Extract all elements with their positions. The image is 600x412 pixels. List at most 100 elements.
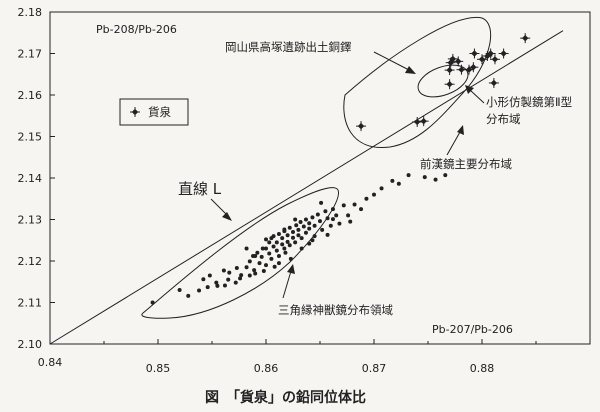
sankaku-point: [274, 240, 279, 245]
sankaku-point: [287, 225, 292, 230]
sankaku-arrowhead: [287, 264, 295, 274]
y-tick-label: 2.12: [18, 255, 43, 268]
kasen-point: [469, 48, 480, 59]
kasen-point: [489, 54, 500, 65]
sankaku-point: [282, 227, 287, 232]
sankaku-point: [238, 276, 243, 281]
kogata-label-1: 小形仿製鏡第Ⅱ型: [486, 95, 572, 109]
y-axis: 2.10 2.11 2.12 2.13 2.14 2.15 2.16 2.17 2.18: [18, 6, 55, 351]
sankaku-point: [257, 261, 262, 266]
sankaku-point: [379, 186, 384, 191]
kasen-point: [356, 121, 367, 132]
y-axis-label: Pb-208/Pb-206: [96, 23, 177, 36]
sankaku-point: [348, 219, 353, 224]
line-l-pointer: [210, 198, 229, 217]
okayama-arrowhead: [405, 66, 416, 74]
sankaku-label: 三角縁神獣鏡分布領域: [278, 303, 393, 317]
sankaku-point: [215, 283, 220, 288]
series-sankaku: [150, 173, 448, 305]
sankaku-point: [239, 273, 244, 278]
sankaku-point: [337, 221, 342, 226]
sankaku-point: [288, 256, 293, 261]
sankaku-point: [283, 250, 288, 255]
sankaku-point: [271, 244, 276, 249]
sankaku-point: [310, 215, 315, 220]
sankaku-point: [299, 246, 304, 251]
sankaku-point: [323, 209, 328, 214]
sankaku-point: [285, 239, 290, 244]
sankaku-point: [310, 238, 315, 243]
sankaku-point: [247, 259, 252, 264]
y-tick-label: 2.17: [18, 48, 43, 61]
sankaku-point: [150, 300, 155, 305]
zenkan-region-ellipse: [343, 16, 492, 148]
sankaku-point: [330, 217, 335, 222]
zenkan-arrowhead: [457, 125, 464, 135]
sankaku-point: [222, 283, 227, 288]
sankaku-point: [267, 251, 272, 256]
sankaku-point: [280, 236, 285, 241]
legend-marker-icon: [130, 107, 140, 117]
sankaku-point: [325, 232, 330, 237]
sankaku-point: [422, 175, 427, 180]
okayama-label: 岡山県高塚遺跡出土銅鐸: [225, 40, 352, 54]
line-l-label: 直線 L: [178, 180, 222, 198]
sankaku-point: [201, 277, 206, 282]
sankaku-point: [272, 264, 277, 269]
sankaku-point: [197, 288, 202, 293]
kasen-point: [418, 116, 429, 127]
x-tick-label: 0.86: [254, 362, 279, 375]
sankaku-point: [406, 173, 411, 178]
sankaku-point: [177, 288, 182, 293]
kasen-point: [520, 33, 531, 44]
x-tick-label: 0.85: [146, 362, 171, 375]
x-axis-label: Pb-207/Pb-206: [432, 323, 513, 336]
sankaku-point: [234, 266, 239, 271]
sankaku-point: [307, 221, 312, 226]
kasen-point: [468, 62, 479, 73]
sankaku-point: [260, 246, 265, 251]
sankaku-point: [291, 235, 295, 240]
sankaku-point: [214, 280, 219, 285]
sankaku-point: [318, 219, 322, 224]
sankaku-point: [303, 217, 308, 222]
x-axis: 0.84 0.85 0.86 0.87 0.88: [38, 339, 591, 375]
sankaku-point: [328, 223, 333, 228]
kogata-pointer: [469, 89, 485, 104]
sankaku-point: [276, 232, 281, 237]
line-l-arrowhead: [222, 212, 232, 221]
sankaku-point: [296, 227, 301, 232]
sankaku-point: [226, 277, 231, 282]
y-tick-label: 2.11: [18, 297, 43, 310]
legend: 貨泉: [119, 98, 189, 126]
sankaku-point: [352, 202, 357, 207]
sankaku-point: [346, 213, 351, 218]
sankaku-point: [299, 236, 304, 241]
kogata-region-ellipse: [417, 64, 469, 98]
sankaku-point: [186, 293, 191, 298]
y-tick-label: 2.16: [18, 89, 43, 102]
sankaku-point: [359, 207, 364, 212]
sankaku-point: [293, 217, 298, 222]
sankaku-point: [303, 230, 308, 235]
zenkan-pointer: [446, 131, 461, 156]
sankaku-point: [244, 246, 249, 251]
sankaku-point: [291, 229, 295, 234]
kasen-point: [447, 53, 458, 64]
sankaku-point: [233, 280, 238, 285]
sankaku-point: [433, 177, 438, 182]
sankaku-point: [390, 178, 395, 183]
sankaku-point: [271, 234, 276, 239]
sankaku-point: [396, 181, 401, 186]
x-tick-label: 0.84: [38, 356, 63, 369]
sankaku-point: [301, 224, 306, 229]
legend-label: 貨泉: [148, 105, 171, 119]
sankaku-point: [372, 192, 376, 197]
sankaku-point: [264, 237, 268, 242]
y-tick-label: 2.15: [18, 131, 43, 144]
sankaku-point: [285, 233, 290, 238]
sankaku-point: [330, 207, 335, 212]
sankaku-point: [267, 240, 272, 245]
sankaku-point: [280, 242, 285, 247]
